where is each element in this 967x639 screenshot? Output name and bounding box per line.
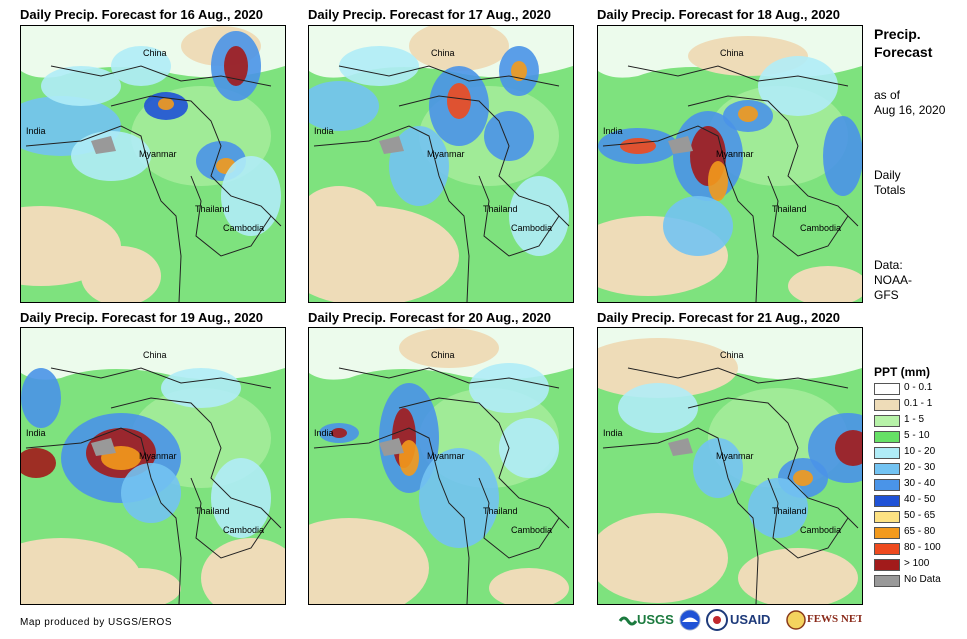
forecast-title: Precip. Forecast — [874, 26, 933, 60]
place-label-china: China — [431, 48, 455, 58]
usgs-logo: USGS — [618, 607, 676, 633]
daily-totals-note: Daily Totals — [874, 168, 906, 197]
usaid-logo: USAID — [706, 607, 784, 633]
map-panel-2: China India Myanmar Thailand Cambodia — [308, 25, 574, 303]
place-label-myanmar: Myanmar — [427, 149, 465, 159]
legend-swatch — [874, 559, 900, 571]
legend-label: 10 - 20 — [904, 446, 936, 457]
svg-text:FEWS NET: FEWS NET — [807, 613, 862, 625]
legend-label: No Data — [904, 574, 941, 585]
place-label-myanmar: Myanmar — [427, 451, 465, 461]
panel-title-2: Daily Precip. Forecast for 17 Aug., 2020 — [308, 7, 552, 22]
legend-label: 0 - 0.1 — [904, 382, 933, 393]
place-label-thailand: Thailand — [772, 204, 807, 214]
legend-label: 50 - 65 — [904, 510, 936, 521]
noaa-logo — [678, 607, 702, 633]
svg-text:USGS: USGS — [637, 612, 674, 627]
place-label-thailand: Thailand — [195, 506, 230, 516]
map-panel-6: China India Myanmar Thailand Cambodia — [597, 327, 863, 605]
legend-swatch — [874, 383, 900, 395]
place-label-myanmar: Myanmar — [716, 451, 754, 461]
legend-swatch — [874, 463, 900, 475]
place-label-india: India — [26, 428, 46, 438]
legend-swatch — [874, 543, 900, 555]
legend-label: 1 - 5 — [904, 414, 925, 425]
legend-swatch — [874, 511, 900, 523]
legend-label: 5 - 10 — [904, 430, 930, 441]
place-label-india: India — [314, 428, 334, 438]
legend-swatch — [874, 527, 900, 539]
legend-swatch — [874, 415, 900, 427]
panel-title-4: Daily Precip. Forecast for 19 Aug., 2020 — [20, 310, 264, 325]
place-label-india: India — [603, 126, 623, 136]
place-label-cambodia: Cambodia — [511, 223, 553, 233]
place-label-myanmar: Myanmar — [139, 149, 177, 159]
place-label-myanmar: Myanmar — [139, 451, 177, 461]
place-label-myanmar: Myanmar — [716, 149, 754, 159]
place-label-thailand: Thailand — [483, 506, 518, 516]
place-label-thailand: Thailand — [483, 204, 518, 214]
as-of-date: as of Aug 16, 2020 — [874, 88, 946, 117]
legend-label: 0.1 - 1 — [904, 398, 933, 409]
place-label-cambodia: Cambodia — [223, 223, 265, 233]
map-panel-4: China India Myanmar Thailand Cambodia — [20, 327, 286, 605]
place-label-cambodia: Cambodia — [511, 525, 553, 535]
place-label-china: China — [720, 350, 744, 360]
map-panel-3: China India Myanmar Thailand Cambodia — [597, 25, 863, 303]
place-label-china: China — [143, 48, 167, 58]
data-source-note: Data: NOAA- GFS — [874, 258, 913, 302]
legend-swatch — [874, 575, 900, 587]
legend-label: 80 - 100 — [904, 542, 941, 553]
map-credit: Map produced by USGS/EROS — [20, 617, 173, 628]
legend-swatch — [874, 479, 900, 491]
legend-swatch — [874, 495, 900, 507]
legend-label: 20 - 30 — [904, 462, 936, 473]
map-panel-5: China India Myanmar Thailand Cambodia — [308, 327, 574, 605]
place-label-cambodia: Cambodia — [800, 525, 842, 535]
panel-title-1: Daily Precip. Forecast for 16 Aug., 2020 — [20, 7, 264, 22]
legend-title: PPT (mm) — [874, 365, 931, 379]
place-label-cambodia: Cambodia — [800, 223, 842, 233]
place-label-india: India — [26, 126, 46, 136]
place-label-thailand: Thailand — [195, 204, 230, 214]
legend-swatch — [874, 399, 900, 411]
place-label-china: China — [143, 350, 167, 360]
panel-title-3: Daily Precip. Forecast for 18 Aug., 2020 — [597, 7, 841, 22]
place-label-india: India — [314, 126, 334, 136]
legend-label: > 100 — [904, 558, 930, 569]
fewsnet-logo: FEWS NET — [786, 607, 864, 633]
legend-swatch — [874, 431, 900, 443]
panel-title-6: Daily Precip. Forecast for 21 Aug., 2020 — [597, 310, 841, 325]
legend-label: 65 - 80 — [904, 526, 936, 537]
panel-title-5: Daily Precip. Forecast for 20 Aug., 2020 — [308, 310, 552, 325]
place-label-cambodia: Cambodia — [223, 525, 265, 535]
legend-swatch — [874, 447, 900, 459]
place-label-china: China — [431, 350, 455, 360]
place-label-china: China — [720, 48, 744, 58]
place-label-thailand: Thailand — [772, 506, 807, 516]
map-panel-1: China India Myanmar Thailand Cambodia — [20, 25, 286, 303]
svg-text:USAID: USAID — [730, 612, 770, 627]
legend-label: 40 - 50 — [904, 494, 936, 505]
legend-label: 30 - 40 — [904, 478, 936, 489]
place-label-india: India — [603, 428, 623, 438]
